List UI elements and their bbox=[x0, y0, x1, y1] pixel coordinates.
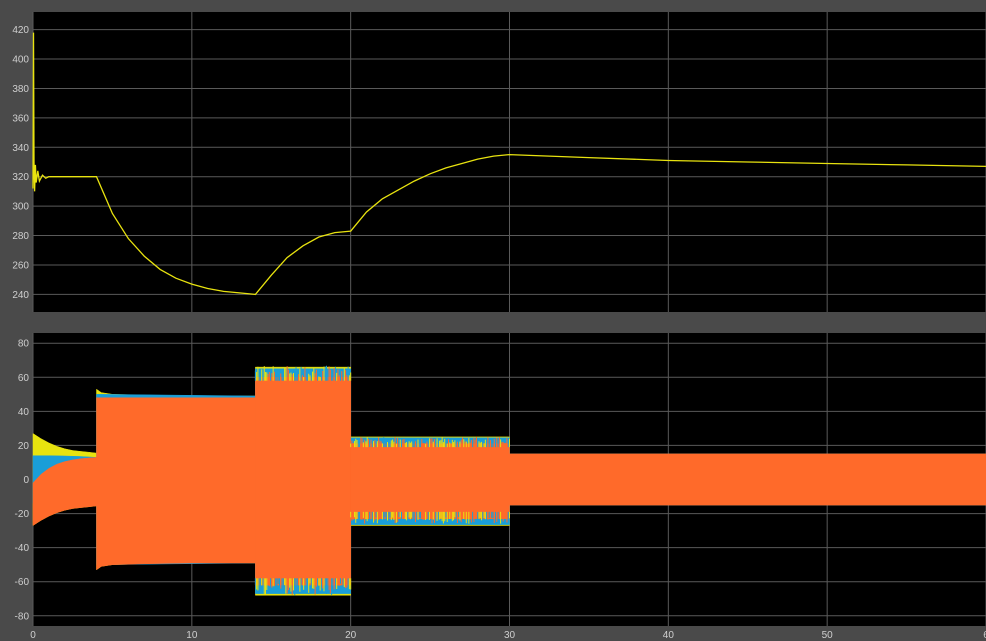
y-tick-label: 420 bbox=[12, 25, 29, 36]
current-plot: -80 -60 -40 -20 0 20 40 60 80 0 10 20 30 40 50 6 bbox=[15, 333, 986, 641]
y-tick-label: 300 bbox=[12, 202, 29, 213]
current-plot-marks bbox=[32, 365, 986, 596]
current-plot-y-ticks: -80 -60 -40 -20 0 20 40 60 80 bbox=[15, 339, 30, 623]
y-tick-label: 0 bbox=[23, 475, 29, 486]
current-plot-x-ticks: 0 10 20 30 40 50 6 bbox=[30, 630, 986, 641]
y-tick-label: -60 bbox=[15, 577, 30, 588]
y-tick-label: -20 bbox=[15, 509, 30, 520]
series-envelope bbox=[350, 443, 510, 519]
x-tick-label: 0 bbox=[30, 630, 36, 641]
x-tick-label: 20 bbox=[345, 630, 357, 641]
x-tick-label: 10 bbox=[186, 630, 198, 641]
voltage-plot-marks bbox=[32, 32, 986, 296]
voltage-plot: 240 260 280 300 320 340 360 380 400 420 bbox=[12, 12, 986, 312]
series-envelope bbox=[509, 453, 986, 506]
x-tick-label: 50 bbox=[822, 630, 834, 641]
x-tick-label: 6 bbox=[983, 630, 986, 641]
y-tick-label: 380 bbox=[12, 84, 29, 95]
x-tick-label: 40 bbox=[663, 630, 675, 641]
y-tick-label: 400 bbox=[12, 55, 29, 66]
y-tick-label: 80 bbox=[18, 339, 30, 350]
y-tick-label: 60 bbox=[18, 373, 30, 384]
y-tick-label: 240 bbox=[12, 290, 29, 301]
y-tick-label: -40 bbox=[15, 543, 30, 554]
y-tick-label: 20 bbox=[18, 441, 30, 452]
y-tick-label: 280 bbox=[12, 231, 29, 242]
series-line bbox=[32, 32, 986, 296]
y-tick-label: 360 bbox=[12, 113, 29, 124]
series-envelope bbox=[96, 397, 256, 571]
y-tick-label: 260 bbox=[12, 260, 29, 271]
y-tick-label: -80 bbox=[15, 611, 30, 622]
voltage-plot-grid bbox=[32, 12, 986, 312]
y-tick-label: 40 bbox=[18, 407, 30, 418]
x-tick-label: 30 bbox=[504, 630, 516, 641]
y-tick-label: 340 bbox=[12, 143, 29, 154]
voltage-plot-y-ticks: 240 260 280 300 320 340 360 380 400 420 bbox=[12, 25, 29, 301]
y-tick-label: 320 bbox=[12, 172, 29, 183]
series-envelope bbox=[255, 377, 351, 586]
